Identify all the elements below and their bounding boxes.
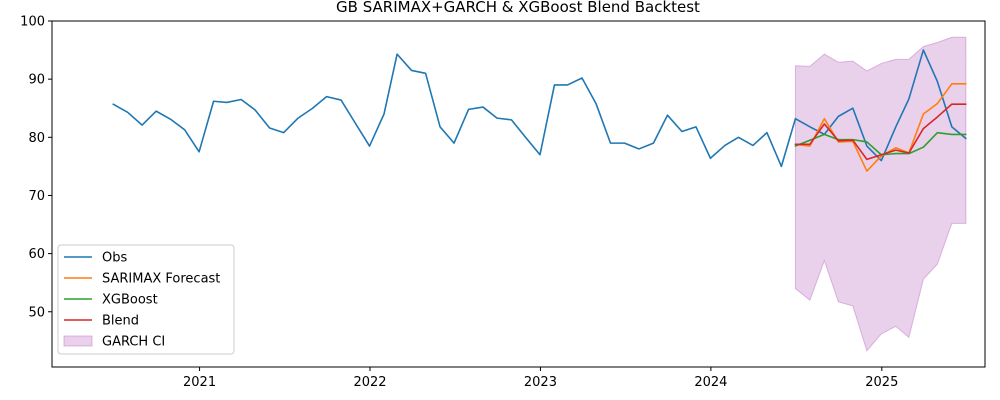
x-tick-label: 2022 [353,375,386,390]
chart-title: GB SARIMAX+GARCH & XGBoost Blend Backtes… [336,0,700,16]
y-tick-label: 60 [28,247,45,262]
legend-box [57,244,235,355]
legend-label: Obs [102,251,127,266]
legend-label: GARCH CI [102,335,165,350]
legend-label: SARIMAX Forecast [102,272,220,287]
legend-swatch [63,335,93,347]
series-layer [112,49,967,172]
y-tick-label: 50 [28,305,45,320]
plot-frame [51,20,986,368]
y-tick-label: 100 [20,15,45,30]
series-line-blend [794,103,967,161]
y-axis: 50 60 70 80 90 100 [20,15,52,320]
x-axis: 2021 2022 2023 2024 2025 [183,367,898,390]
garch-ci-band [794,36,967,352]
series-line-sarimax-forecast [794,83,967,172]
legend: Obs SARIMAX Forecast XGBoost Blend GARCH CI [57,244,235,355]
legend-label: Blend [102,314,139,329]
y-tick-label: 80 [28,131,45,146]
y-tick-label: 70 [28,189,45,204]
x-tick-label: 2025 [865,375,898,390]
ci-band-layer [794,36,967,352]
y-tick-label: 90 [28,73,45,88]
x-tick-label: 2023 [524,375,557,390]
x-tick-label: 2021 [183,375,216,390]
x-tick-label: 2024 [694,375,727,390]
legend-label: XGBoost [102,293,158,308]
